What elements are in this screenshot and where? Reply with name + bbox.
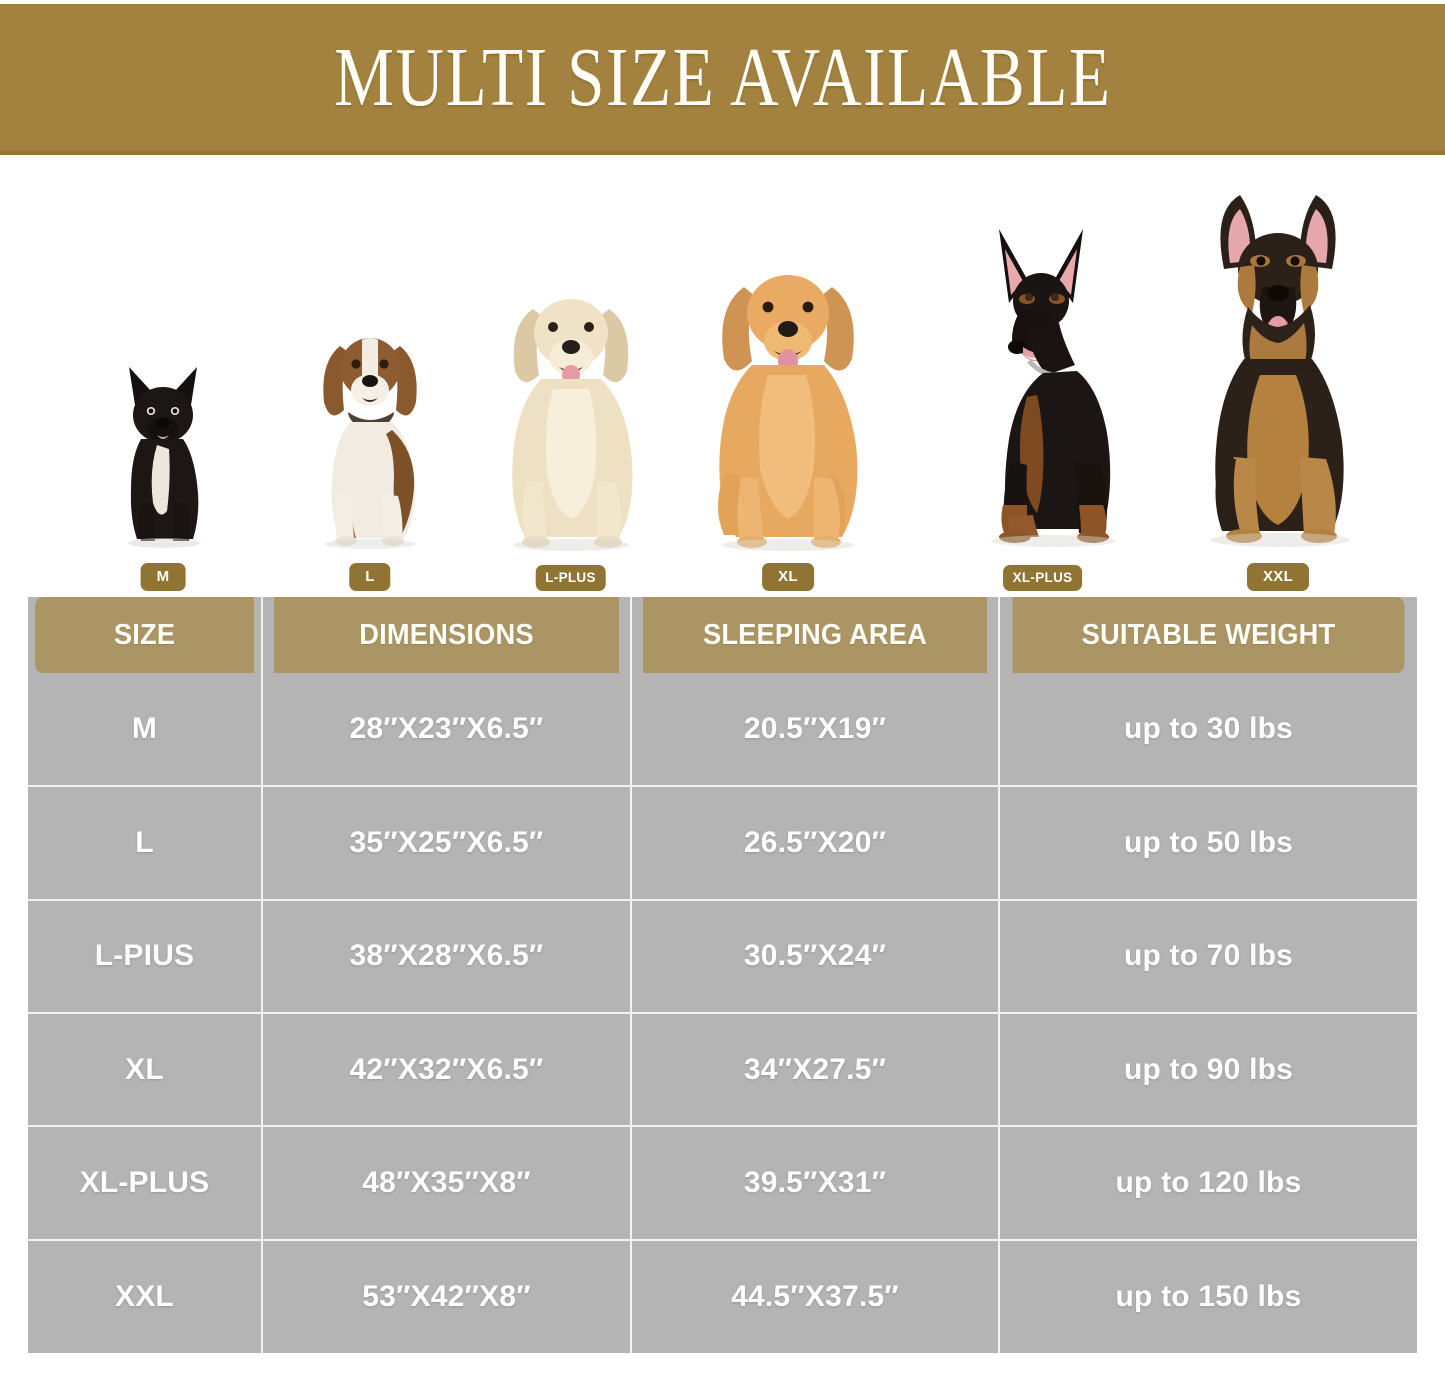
cell-suitable-weight: up to 90 lbs bbox=[999, 1012, 1417, 1128]
german-shepherd-illustration bbox=[1182, 195, 1374, 553]
column-header-size: SIZE bbox=[35, 597, 256, 673]
table-body: M 28″X23″X6.5″ 20.5″X19″ up to 30 lbs L … bbox=[28, 673, 1417, 1353]
cell-sleeping-area: 44.5″X37.5″ bbox=[631, 1239, 1000, 1353]
cell-size: XL bbox=[28, 1012, 263, 1128]
cell-sleeping-area: 34″X27.5″ bbox=[631, 1012, 1000, 1128]
table-row: L-PIUS 38″X28″X6.5″ 30.5″X24″ up to 70 l… bbox=[28, 899, 1417, 1014]
dog-slot-l-plus: L-PLUS bbox=[478, 275, 663, 591]
size-chart-table-wrapper: SIZE DIMENSIONS SLEEPING AREA SUITABLE W… bbox=[28, 597, 1417, 1353]
golden-retriever-illustration bbox=[690, 251, 886, 553]
cell-suitable-weight: up to 50 lbs bbox=[999, 786, 1417, 901]
cell-size: L-PIUS bbox=[28, 899, 263, 1014]
page-title: MULTI SIZE AVAILABLE bbox=[333, 30, 1112, 124]
cell-suitable-weight: up to 120 lbs bbox=[999, 1126, 1417, 1241]
dog-slot-xl-plus: XL-PLUS bbox=[945, 225, 1140, 591]
cell-dimensions: 53″X42″X8″ bbox=[262, 1239, 632, 1353]
size-badge-xxl: XXL bbox=[1246, 563, 1310, 591]
column-header-sleeping-area: SLEEPING AREA bbox=[642, 597, 989, 673]
golden-retriever-cream-illustration bbox=[485, 275, 657, 553]
cell-size: M bbox=[28, 673, 263, 788]
dog-slot-m: M bbox=[104, 353, 222, 591]
table-row: XXL 53″X42″X8″ 44.5″X37.5″ up to 150 lbs bbox=[28, 1239, 1417, 1353]
cell-size: L bbox=[28, 786, 263, 901]
cell-dimensions: 35″X25″X6.5″ bbox=[262, 786, 632, 901]
size-badge-l-plus: L-PLUS bbox=[535, 564, 606, 591]
dog-slot-xl: XL bbox=[688, 251, 888, 591]
beagle-illustration bbox=[300, 318, 440, 553]
cell-sleeping-area: 39.5″X31″ bbox=[631, 1126, 1000, 1241]
column-header-dimensions: DIMENSIONS bbox=[273, 597, 621, 673]
cell-sleeping-area: 20.5″X19″ bbox=[631, 673, 1000, 788]
cell-suitable-weight: up to 30 lbs bbox=[999, 673, 1417, 788]
doberman-illustration bbox=[955, 225, 1131, 553]
cell-suitable-weight: up to 150 lbs bbox=[999, 1239, 1417, 1353]
cell-dimensions: 38″X28″X6.5″ bbox=[262, 899, 632, 1014]
cell-size: XL-PLUS bbox=[28, 1126, 263, 1241]
page-banner: MULTI SIZE AVAILABLE bbox=[0, 4, 1445, 155]
dog-size-illustration-row: M bbox=[0, 160, 1445, 595]
cell-dimensions: 48″X35″X8″ bbox=[262, 1126, 632, 1241]
size-badge-m: M bbox=[140, 563, 186, 591]
table-row: M 28″X23″X6.5″ 20.5″X19″ up to 30 lbs bbox=[28, 673, 1417, 788]
cell-dimensions: 28″X23″X6.5″ bbox=[262, 673, 632, 788]
table-header: SIZE DIMENSIONS SLEEPING AREA SUITABLE W… bbox=[28, 597, 1417, 673]
table-row: XL-PLUS 48″X35″X8″ 39.5″X31″ up to 120 l… bbox=[28, 1126, 1417, 1241]
dog-slot-l: L bbox=[290, 318, 450, 591]
size-badge-l: L bbox=[349, 563, 391, 591]
table-header-row: SIZE DIMENSIONS SLEEPING AREA SUITABLE W… bbox=[28, 597, 1417, 673]
table-row: XL 42″X32″X6.5″ 34″X27.5″ up to 90 lbs bbox=[28, 1012, 1417, 1128]
size-badge-xl: XL bbox=[762, 563, 814, 591]
size-badge-xl-plus: XL-PLUS bbox=[1002, 564, 1083, 591]
cell-sleeping-area: 30.5″X24″ bbox=[631, 899, 1000, 1014]
size-chart-table: SIZE DIMENSIONS SLEEPING AREA SUITABLE W… bbox=[28, 597, 1417, 1353]
column-header-suitable-weight: SUITABLE WEIGHT bbox=[1011, 597, 1405, 673]
table-row: L 35″X25″X6.5″ 26.5″X20″ up to 50 lbs bbox=[28, 786, 1417, 901]
dog-slot-xxl: XXL bbox=[1178, 195, 1378, 591]
cell-sleeping-area: 26.5″X20″ bbox=[631, 786, 1000, 901]
cell-suitable-weight: up to 70 lbs bbox=[999, 899, 1417, 1014]
cell-dimensions: 42″X32″X6.5″ bbox=[262, 1012, 632, 1128]
french-bulldog-illustration bbox=[111, 353, 215, 553]
cell-size: XXL bbox=[28, 1239, 263, 1353]
